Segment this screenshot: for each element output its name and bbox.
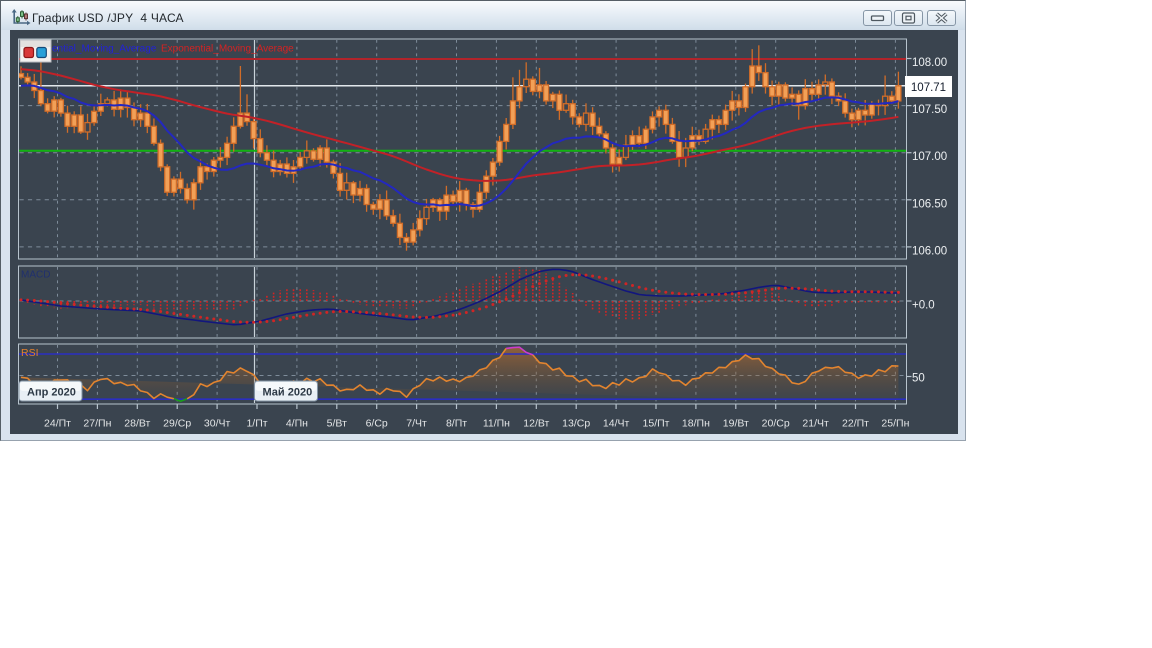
svg-text:6/Ср: 6/Ср	[366, 418, 388, 430]
svg-text:5/Вт: 5/Вт	[327, 418, 347, 430]
svg-text:12/Вт: 12/Вт	[523, 418, 549, 430]
svg-text:25/Пн: 25/Пн	[881, 418, 909, 430]
svg-text:RSI: RSI	[21, 347, 39, 359]
svg-text:11/Пн: 11/Пн	[483, 418, 510, 430]
svg-text:Апр 2020: Апр 2020	[27, 387, 76, 399]
svg-text:+0.0: +0.0	[912, 300, 935, 312]
svg-text:107.50: 107.50	[912, 104, 947, 116]
svg-text:4/Пн: 4/Пн	[286, 418, 308, 430]
svg-text:107.00: 107.00	[912, 151, 947, 163]
svg-text:14/Чт: 14/Чт	[603, 418, 630, 430]
svg-text:107.71: 107.71	[911, 82, 946, 94]
svg-text:18/Пн: 18/Пн	[682, 418, 710, 430]
svg-text:106.00: 106.00	[912, 245, 947, 257]
svg-text:Exponential_Moving_Average: Exponential_Moving_Average	[161, 44, 294, 55]
svg-text:106.50: 106.50	[912, 198, 947, 210]
svg-text:MACD: MACD	[21, 270, 50, 281]
svg-text:13/Ср: 13/Ср	[562, 418, 590, 430]
svg-text:20/Ср: 20/Ср	[762, 418, 790, 430]
svg-text:Май 2020: Май 2020	[263, 387, 313, 399]
svg-text:21/Чт: 21/Чт	[802, 418, 829, 430]
svg-text:7/Чт: 7/Чт	[406, 418, 427, 430]
svg-text:ential_Moving_Average: ential_Moving_Average	[52, 44, 157, 55]
svg-text:24/Пт: 24/Пт	[44, 418, 71, 430]
svg-text:29/Ср: 29/Ср	[163, 418, 191, 430]
svg-text:30/Чт: 30/Чт	[204, 418, 231, 430]
svg-text:15/Пт: 15/Пт	[643, 418, 670, 430]
svg-text:1/Пт: 1/Пт	[246, 418, 267, 430]
svg-text:22/Пт: 22/Пт	[842, 418, 869, 430]
svg-text:8/Пт: 8/Пт	[446, 418, 467, 430]
svg-text:50: 50	[912, 373, 925, 385]
svg-text:19/Вт: 19/Вт	[723, 418, 749, 430]
svg-text:27/Пн: 27/Пн	[83, 418, 111, 430]
svg-text:108.00: 108.00	[912, 57, 947, 69]
svg-text:28/Вт: 28/Вт	[124, 418, 150, 430]
